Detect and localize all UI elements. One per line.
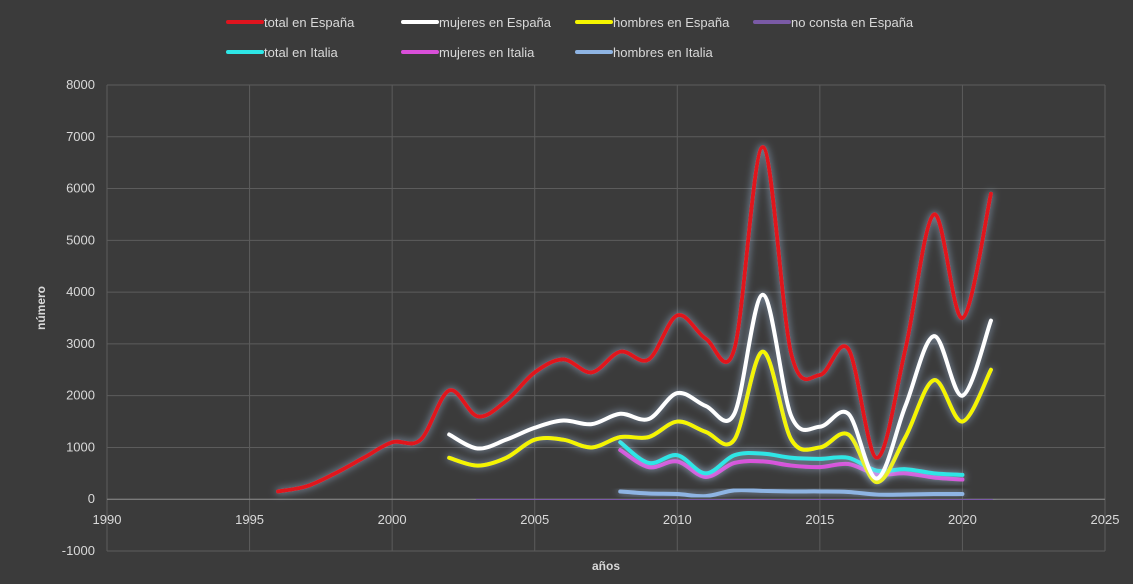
legend-label: total en España [264, 15, 355, 30]
legend-label: mujeres en España [439, 15, 552, 30]
x-tick-label: 2010 [663, 512, 692, 527]
x-tick-label: 2000 [378, 512, 407, 527]
x-tick-label: 1990 [93, 512, 122, 527]
series-line [618, 488, 965, 499]
series-line [618, 448, 965, 482]
y-axis-title: número [34, 286, 48, 330]
legend-label: no consta en España [791, 15, 914, 30]
legend-item: mujeres en Italia [401, 45, 535, 60]
y-tick-label: 5000 [66, 232, 95, 247]
legend-label: hombres en Italia [613, 45, 713, 60]
y-tick-label: 2000 [66, 388, 95, 403]
x-tick-label: 2020 [948, 512, 977, 527]
y-tick-label: 3000 [66, 336, 95, 351]
legend-item: hombres en España [575, 15, 730, 30]
legend-item: hombres en Italia [575, 45, 713, 60]
y-tick-label: 6000 [66, 181, 95, 196]
legend: total en España mujeres en España hombres … [226, 15, 914, 60]
legend-item: total en Italia [226, 45, 338, 60]
series-line [447, 292, 993, 481]
legend-label: total en Italia [264, 45, 338, 60]
x-tick-label: 2015 [805, 512, 834, 527]
series-line [447, 349, 993, 485]
y-tick-label: 0 [88, 491, 95, 506]
legend-label: hombres en España [613, 15, 730, 30]
y-tick-label: 7000 [66, 129, 95, 144]
grid [106, 84, 1106, 552]
y-tick-label: 8000 [66, 77, 95, 92]
series-line [276, 145, 993, 494]
y-tick-label: -1000 [62, 543, 95, 558]
y-tick-label: 4000 [66, 284, 95, 299]
y-tick-label: 1000 [66, 439, 95, 454]
legend-item: total en España [226, 15, 355, 30]
series-line [618, 440, 965, 477]
series-line [475, 497, 993, 502]
legend-item: no consta en España [753, 15, 914, 30]
x-tick-label: 1995 [235, 512, 264, 527]
legend-label: mujeres en Italia [439, 45, 535, 60]
x-axis-title: años [592, 559, 620, 573]
legend-item: mujeres en España [401, 15, 552, 30]
x-tick-label: 2025 [1091, 512, 1120, 527]
tick-labels: -1000 0 1000 2000 3000 4000 5000 6000 7000 8000 19… [62, 77, 1120, 558]
series-layer [276, 145, 993, 502]
x-tick-label: 2005 [520, 512, 549, 527]
